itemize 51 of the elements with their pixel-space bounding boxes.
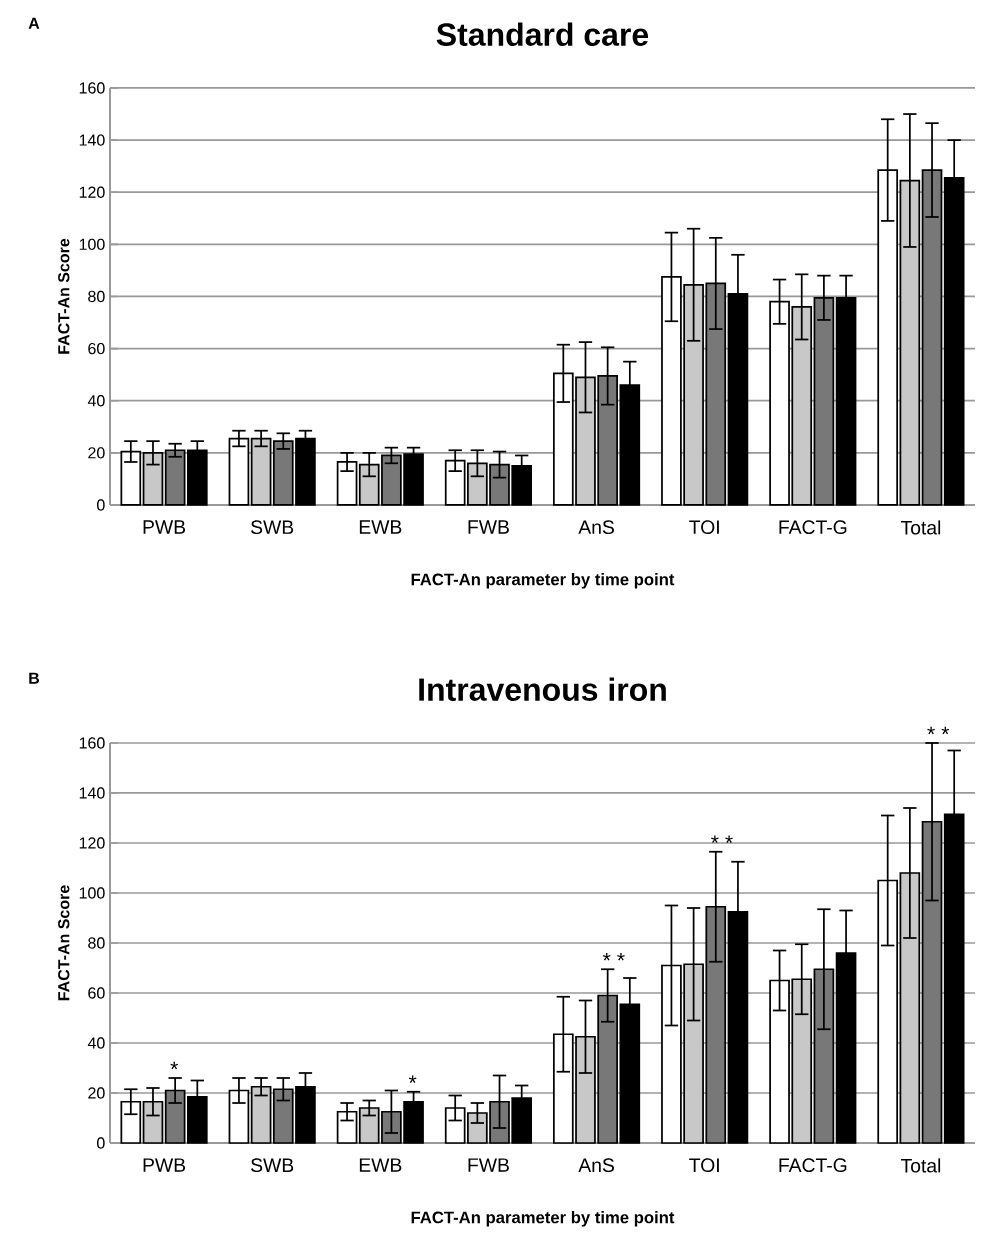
- x-tick-label: SWB: [251, 1158, 294, 1173]
- annotation: *: [170, 1061, 179, 1070]
- x-tick-label: FACT-G: [779, 520, 847, 535]
- x-tick-label: Total: [900, 520, 941, 535]
- bar: [228, 1089, 250, 1144]
- x-tick-label: AnS: [578, 1158, 614, 1173]
- x-tick-label: EWB: [359, 1158, 402, 1172]
- y-tick-label: 20: [88, 1087, 105, 1099]
- x-tick-label: SWB: [251, 520, 294, 535]
- x-tick-label: FACT-G: [779, 1158, 847, 1173]
- y-tick-label: 60: [88, 987, 105, 999]
- y-tick-label: 160: [79, 82, 105, 94]
- y-tick-label: 140: [79, 787, 105, 799]
- y-tick-label: 80: [88, 937, 105, 949]
- annotation: * *: [927, 726, 950, 735]
- x-axis-title: FACT-An parameter by time point: [411, 1211, 675, 1227]
- y-tick-label: 20: [88, 447, 105, 459]
- x-tick-label: PWB: [143, 1158, 186, 1172]
- chart-title: Intravenous iron: [419, 677, 666, 701]
- y-tick-label: 120: [79, 186, 105, 198]
- x-axis-title: FACT-An parameter by time point: [411, 573, 675, 589]
- chart-title: Standard care: [436, 22, 649, 46]
- y-tick-label: 60: [88, 342, 105, 355]
- x-tick-label: EWB: [359, 520, 402, 534]
- bar: [877, 879, 899, 1144]
- x-tick-label: FWB: [468, 1158, 509, 1172]
- x-tick-label: PWB: [143, 520, 186, 534]
- y-tick-label: 140: [79, 134, 105, 146]
- text: B: [29, 672, 40, 684]
- x-tick-label: AnS: [578, 520, 614, 535]
- x-tick-label: Total: [900, 1158, 941, 1173]
- x-tick-label: TOI: [689, 1158, 719, 1173]
- y-axis-title: FACT-An Score: [58, 885, 70, 1001]
- y-tick-label: 0: [97, 1137, 105, 1149]
- annotation: * *: [602, 952, 625, 961]
- y-tick-label: 120: [79, 837, 105, 849]
- bar: [164, 1089, 186, 1144]
- bar: [164, 449, 186, 506]
- y-tick-label: 40: [87, 395, 105, 407]
- annotation: *: [408, 1075, 417, 1083]
- x-tick-label: TOI: [689, 520, 719, 535]
- text: A: [28, 17, 40, 29]
- y-tick-label: 100: [79, 887, 105, 899]
- y-tick-label: 160: [79, 737, 105, 749]
- y-axis-title: FACT-An Score: [58, 238, 70, 354]
- y-tick-label: 100: [79, 238, 105, 251]
- y-tick-label: 80: [88, 290, 105, 303]
- y-tick-label: 40: [87, 1037, 105, 1049]
- annotation: * *: [711, 835, 733, 843]
- y-tick-label: 0: [97, 499, 105, 511]
- x-tick-label: FWB: [468, 520, 509, 534]
